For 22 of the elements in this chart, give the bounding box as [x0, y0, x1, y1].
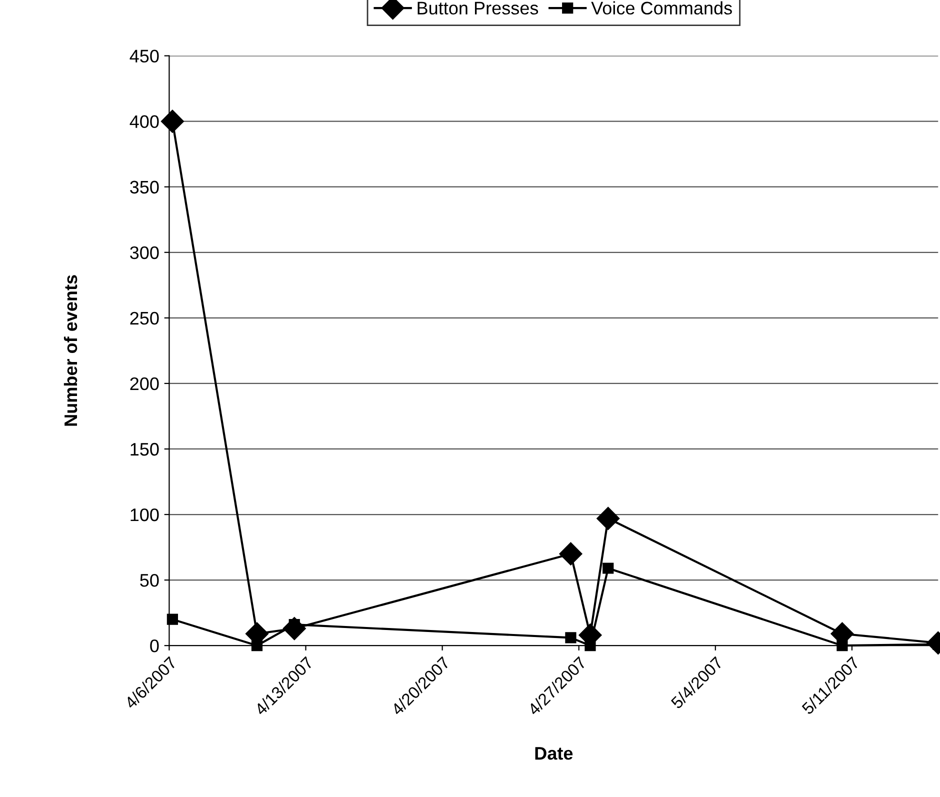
y-tick-label: 200: [130, 377, 159, 390]
y-tick-label: 300: [130, 246, 159, 260]
point: [160, 110, 184, 133]
y-tick-label: 400: [130, 115, 159, 128]
y-tick-label: 350: [130, 180, 159, 194]
y-tick-label: 250: [130, 312, 159, 325]
y-tick-label: 450: [130, 50, 159, 63]
point: [836, 640, 848, 652]
legend-label: Button Presses: [418, 2, 538, 15]
point: [565, 632, 576, 644]
point: [596, 506, 620, 530]
y-tick-label: 150: [130, 442, 159, 456]
point: [584, 640, 596, 652]
point: [251, 640, 263, 652]
x-axis-title: Date: [535, 747, 573, 760]
point: [602, 562, 614, 574]
y-tick-label: 100: [130, 508, 159, 522]
y-axis-title: Number of events: [64, 275, 78, 426]
y-tick-label: 0: [150, 640, 159, 652]
legend-label: Voice Commands: [591, 1, 732, 15]
y-tick-label: 50: [140, 574, 159, 587]
point: [559, 542, 582, 566]
